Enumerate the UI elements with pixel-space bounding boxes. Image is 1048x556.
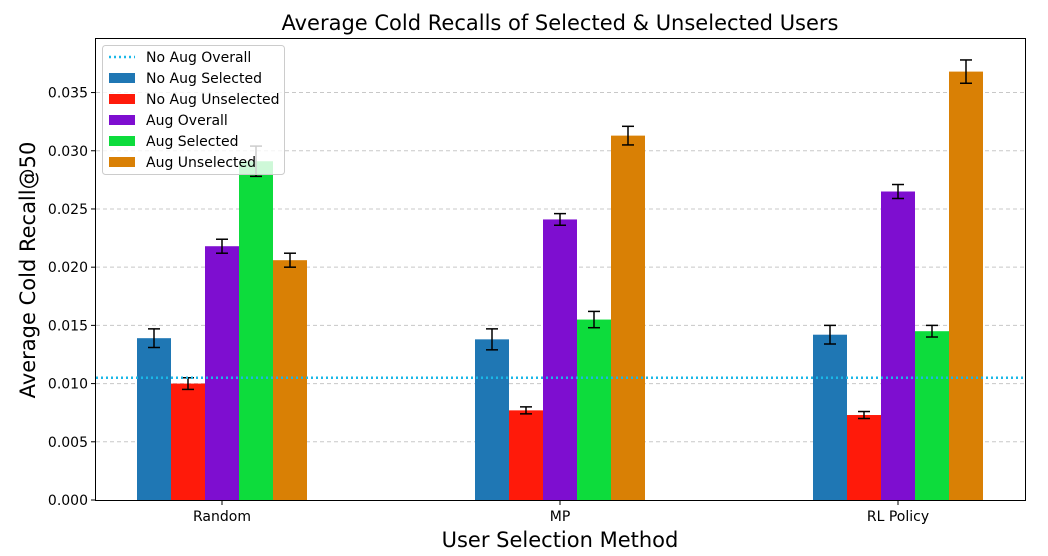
bar — [543, 219, 577, 500]
bar — [611, 135, 645, 501]
y-tick-label: 0.030 — [48, 144, 88, 160]
bar — [171, 383, 205, 500]
legend-swatch — [109, 94, 135, 104]
bar — [205, 246, 239, 500]
x-axis: Random MP RL Policy — [193, 500, 929, 525]
legend-label: No Aug Unselected — [146, 92, 280, 108]
y-tick-label: 0.035 — [48, 86, 88, 102]
y-tick-label: 0.025 — [48, 202, 88, 218]
legend-swatch — [109, 115, 135, 125]
bar — [813, 334, 847, 500]
y-tick-label: 0.000 — [48, 493, 88, 509]
chart-title: Average Cold Recalls of Selected & Unsel… — [281, 11, 838, 35]
bar — [915, 331, 949, 500]
bar — [475, 339, 509, 500]
y-axis: 0.000 0.005 0.010 0.015 0.020 0.025 0.030 0.035 — [48, 86, 96, 509]
x-tick-label: RL Policy — [867, 509, 929, 525]
x-tick-label: MP — [550, 509, 571, 525]
bar — [273, 260, 307, 500]
bar — [881, 191, 915, 501]
bar — [239, 161, 273, 500]
legend-label: Aug Selected — [146, 134, 238, 150]
legend-swatch — [109, 73, 135, 83]
legend-label: No Aug Selected — [146, 71, 262, 87]
y-tick-label: 0.005 — [48, 435, 88, 451]
legend-label: No Aug Overall — [146, 50, 251, 66]
bar — [137, 338, 171, 500]
bar — [509, 410, 543, 500]
x-tick-label: Random — [193, 509, 251, 525]
y-axis-label: Average Cold Recall@50 — [16, 142, 40, 399]
y-tick-label: 0.010 — [48, 377, 88, 393]
legend-swatch — [109, 136, 135, 146]
legend-swatch — [109, 157, 135, 167]
y-tick-label: 0.020 — [48, 260, 88, 276]
legend-frame — [102, 45, 285, 175]
y-tick-label: 0.015 — [48, 318, 88, 334]
x-axis-label: User Selection Method — [442, 528, 679, 552]
legend-label: Aug Unselected — [146, 155, 256, 171]
legend: No Aug Overall No Aug Selected No Aug Unse… — [102, 45, 285, 175]
bars — [137, 59, 983, 501]
bar — [847, 415, 881, 500]
legend-label: Aug Overall — [146, 113, 228, 129]
bar — [577, 319, 611, 500]
bar — [949, 71, 983, 501]
